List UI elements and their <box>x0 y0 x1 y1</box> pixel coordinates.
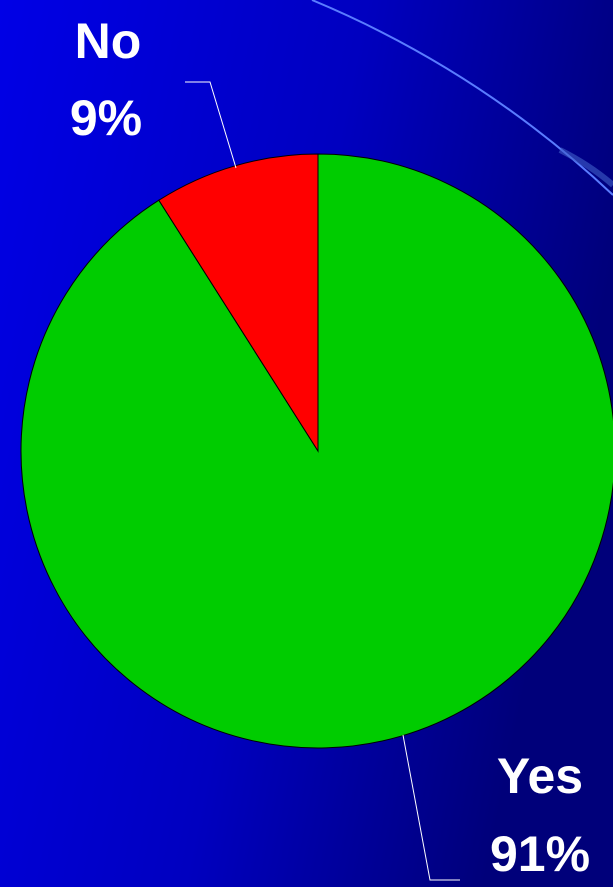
decor-arc <box>558 147 613 188</box>
leader-line <box>402 734 460 881</box>
decor-arc <box>311 0 613 196</box>
value-label: 9% <box>70 90 142 146</box>
slice-label: Yes <box>497 748 583 804</box>
pie-slice <box>20 153 613 749</box>
leader-line <box>185 81 237 169</box>
value-label: 91% <box>490 826 590 882</box>
pie <box>20 153 613 749</box>
slice-label: No <box>75 13 142 69</box>
